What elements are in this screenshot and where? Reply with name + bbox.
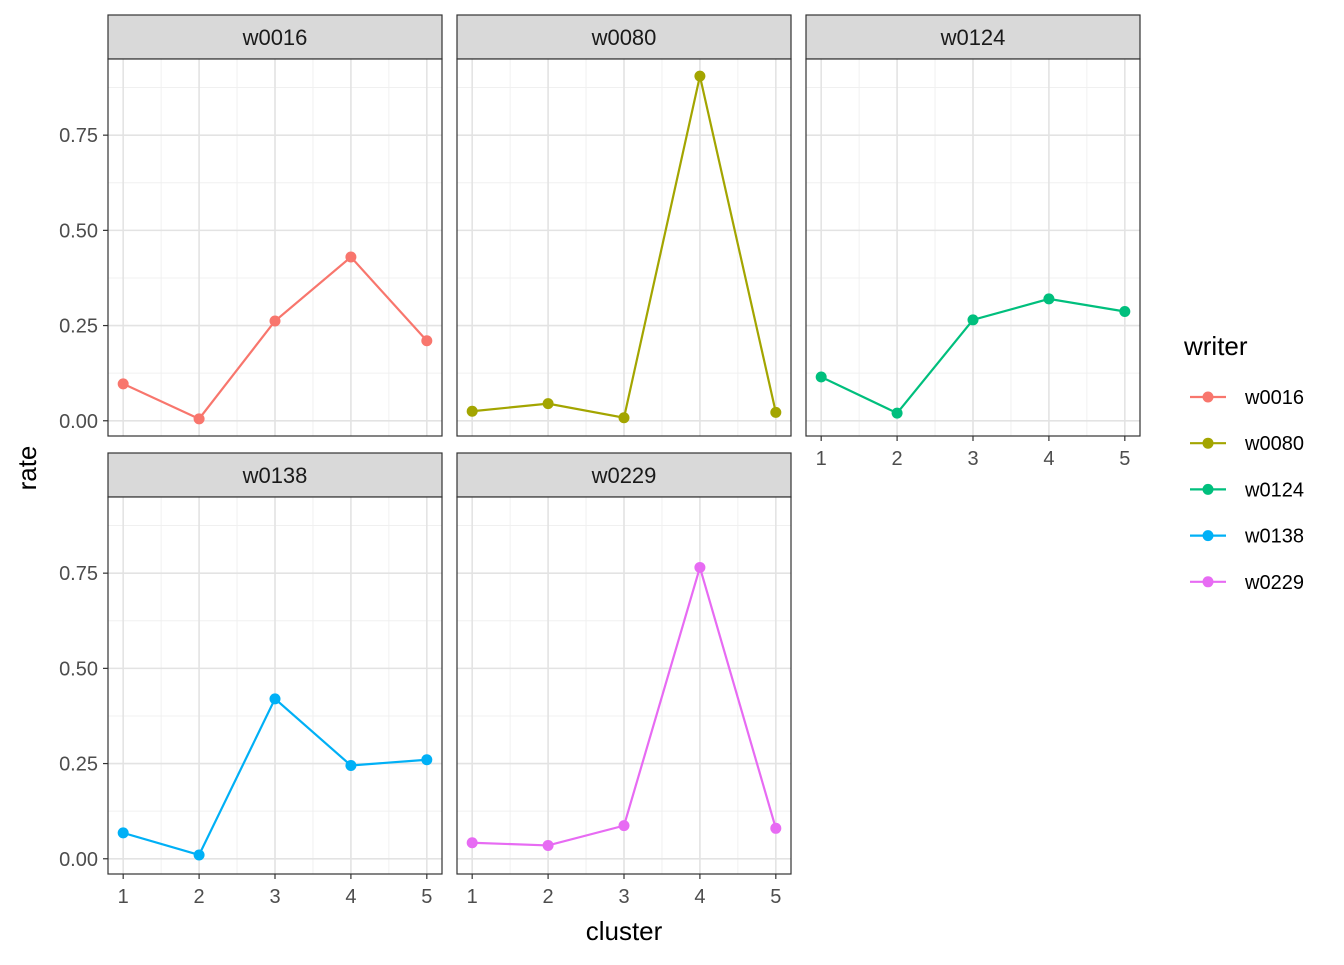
y-tick-label: 0.25 [59,754,98,776]
facet-strip-label: w0124 [940,25,1006,50]
x-tick-label: 4 [1043,448,1054,470]
facet-strip-label: w0080 [591,25,657,50]
facet-strip-label: w0016 [242,25,308,50]
x-axis-title: cluster [586,916,663,946]
legend-key-point [1202,391,1214,403]
facet-strip-label: w0138 [242,463,308,488]
facet-strip [805,14,1141,60]
legend-key-point [1202,483,1214,495]
data-point [1043,293,1055,305]
facet-panel-w0229: w0229 1 2 3 4 5 [456,452,792,908]
data-point [421,754,433,766]
x-tick-label: 4 [345,886,356,908]
y-tick-label: 0.75 [59,125,98,147]
facet-strip-label: w0229 [591,463,657,488]
legend-entry-label: w0124 [1244,479,1304,501]
y-tick-label: 0.00 [59,411,98,433]
data-point [345,251,357,263]
legend-title: writer [1183,331,1248,361]
facet-panel-w0124: w0124 1 2 3 4 5 [805,14,1141,470]
x-tick-label: 1 [816,448,827,470]
y-tick-label: 0.50 [59,220,98,242]
legend-key-point [1202,530,1214,542]
x-tick-label: 2 [543,886,554,908]
facet-panel-w0016: w0016 0.00 0.25 0.50 0.75 [59,14,443,437]
data-point [815,371,827,383]
y-tick-label: 0.75 [59,563,98,585]
facet-panel-w0080: w0080 [456,14,792,437]
facet-panel-w0138: w0138 0.00 0.25 0.50 0.75 1 2 3 4 5 [59,452,443,908]
legend-entry-label: w0229 [1244,572,1304,594]
data-point [466,837,478,849]
data-point [770,822,782,834]
data-point [193,413,205,425]
data-point [694,70,706,82]
data-point [542,398,554,410]
legend-entry-label: w0138 [1244,526,1304,548]
legend-key-point [1202,576,1214,588]
x-tick-label: 3 [967,448,978,470]
data-point [117,378,129,390]
data-point [618,412,630,424]
data-point [542,839,554,851]
x-tick-label: 2 [892,448,903,470]
y-axis-title: rate [12,446,42,491]
facet-strip [107,14,443,60]
x-tick-label: 3 [269,886,280,908]
data-point [466,405,478,417]
facet-strip [456,452,792,498]
data-point [117,827,129,839]
legend-entry-label: w0016 [1244,387,1304,409]
x-tick-label: 5 [1119,448,1130,470]
x-tick-label: 3 [618,886,629,908]
facet-strip [107,452,443,498]
legend: writer w0016 w0080 w0124 w0138 w0229 [1183,331,1304,594]
data-point [694,561,706,573]
x-tick-label: 1 [467,886,478,908]
x-tick-label: 2 [194,886,205,908]
y-tick-label: 0.50 [59,658,98,680]
x-tick-label: 1 [118,886,129,908]
data-point [891,407,903,419]
legend-entry-label: w0080 [1244,433,1304,455]
y-tick-label: 0.00 [59,849,98,871]
x-tick-label: 4 [694,886,705,908]
data-point [1119,305,1131,317]
data-point [193,849,205,861]
legend-key-point [1202,437,1214,449]
panel-border [456,58,792,437]
x-tick-label: 5 [421,886,432,908]
panel-border [107,58,443,437]
data-point [345,759,357,771]
data-point [967,314,979,326]
data-point [618,820,630,832]
facet-strip [456,14,792,60]
data-point [421,335,433,347]
x-tick-label: 5 [770,886,781,908]
data-point [269,315,281,327]
data-point [269,693,281,705]
data-point [770,406,782,418]
y-tick-label: 0.25 [59,316,98,338]
